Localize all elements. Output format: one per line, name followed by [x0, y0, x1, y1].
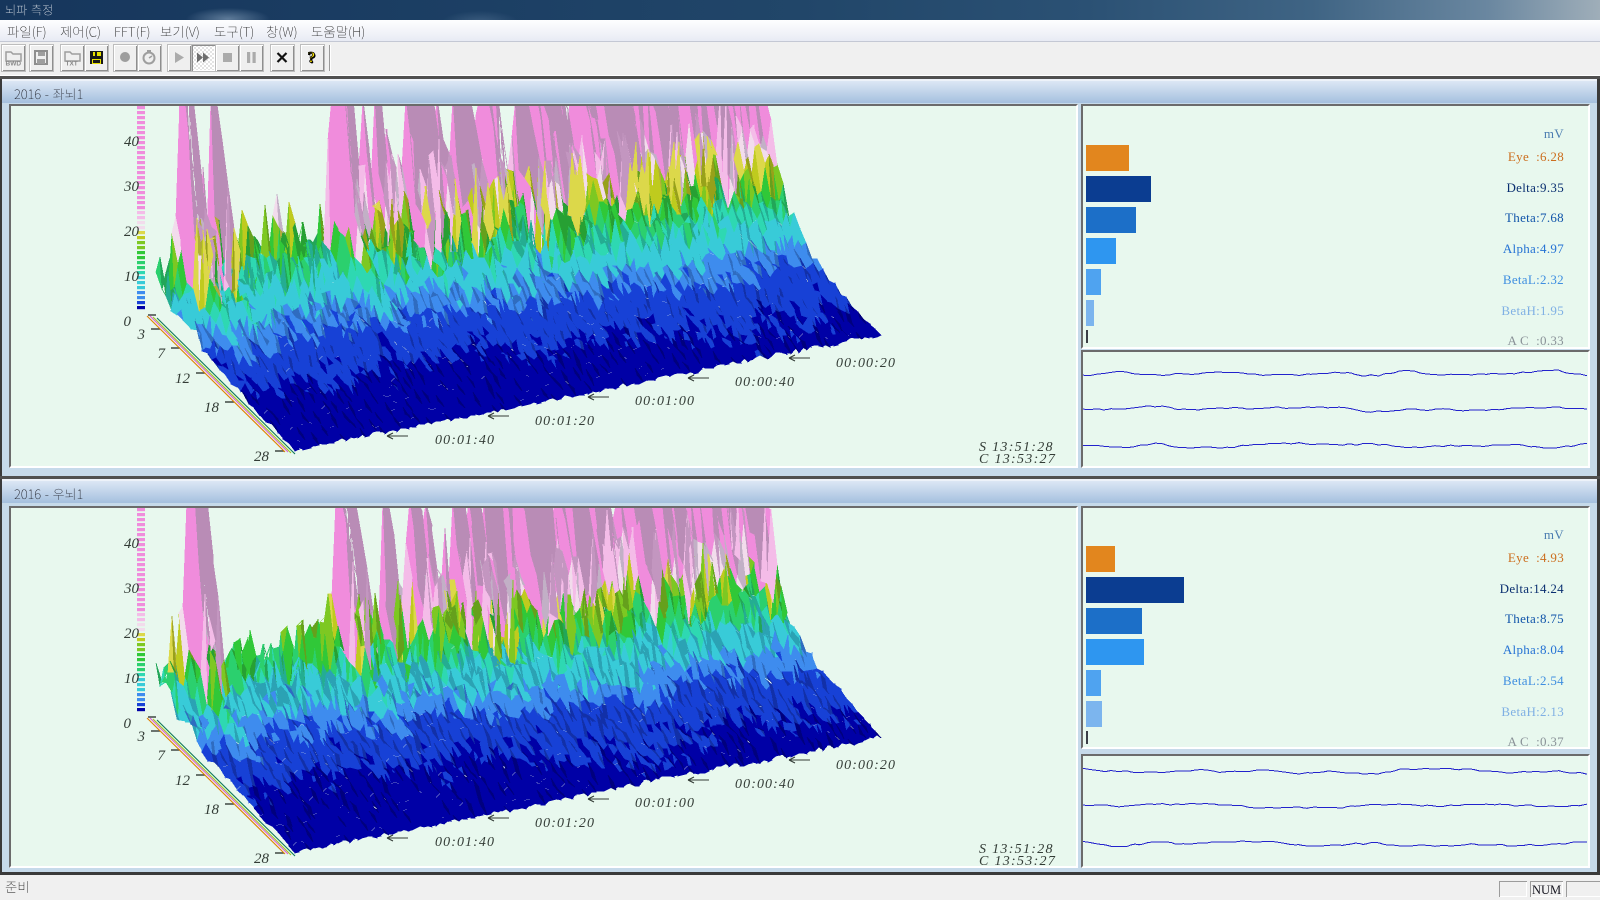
svg-text:?: ? — [309, 51, 317, 67]
svg-text:C 13:53:27: C 13:53:27 — [979, 452, 1056, 466]
svg-text:0: 0 — [124, 314, 132, 330]
svg-text:00:01:00: 00:01:00 — [635, 796, 695, 811]
svg-text:?: ? — [308, 50, 316, 67]
svg-text:28: 28 — [254, 449, 270, 465]
svg-text:40: 40 — [124, 536, 140, 552]
svg-text:12: 12 — [175, 371, 191, 387]
svg-text:7: 7 — [158, 748, 167, 764]
svg-text:10: 10 — [124, 671, 140, 687]
svg-text:18: 18 — [204, 400, 220, 416]
svg-text:0: 0 — [124, 716, 132, 732]
svg-text:00:01:40: 00:01:40 — [435, 835, 495, 850]
svg-text:7: 7 — [158, 346, 167, 362]
svg-text:3: 3 — [137, 729, 146, 745]
svg-text:00:01:20: 00:01:20 — [535, 816, 595, 831]
svg-text:00:00:20: 00:00:20 — [836, 758, 896, 773]
svg-text:00:01:20: 00:01:20 — [535, 414, 595, 429]
svg-text:00:01:40: 00:01:40 — [435, 433, 495, 448]
svg-text:00:00:40: 00:00:40 — [735, 375, 795, 390]
svg-text:40: 40 — [124, 134, 140, 150]
svg-text:BWD: BWD — [6, 61, 22, 67]
svg-text:S 13:51:28: S 13:51:28 — [979, 842, 1054, 857]
svg-text:30: 30 — [123, 581, 140, 597]
svg-text:28: 28 — [254, 851, 270, 866]
svg-text:20: 20 — [124, 626, 140, 642]
svg-text:S 13:51:28: S 13:51:28 — [979, 440, 1054, 455]
svg-text:00:00:20: 00:00:20 — [836, 356, 896, 371]
svg-text:00:00:40: 00:00:40 — [735, 777, 795, 792]
svg-text:00:01:00: 00:01:00 — [635, 394, 695, 409]
svg-text:12: 12 — [175, 773, 191, 789]
svg-text:10: 10 — [124, 269, 140, 285]
svg-text:C 13:53:27: C 13:53:27 — [979, 854, 1056, 866]
svg-text:18: 18 — [204, 802, 220, 818]
svg-text:20: 20 — [124, 224, 140, 240]
svg-text:30: 30 — [123, 179, 140, 195]
svg-text:TXT: TXT — [66, 61, 78, 67]
svg-text:3: 3 — [137, 327, 146, 343]
